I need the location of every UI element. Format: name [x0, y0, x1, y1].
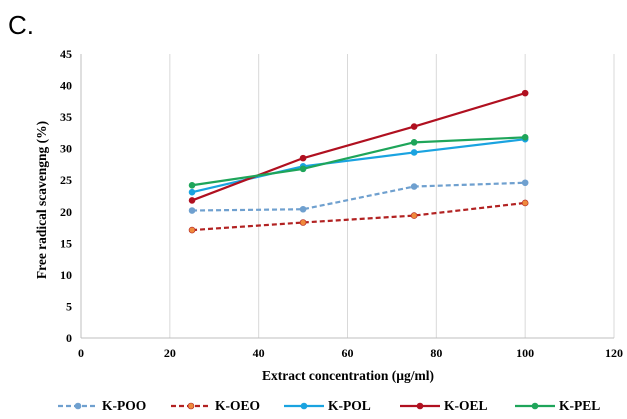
- legend-marker-k-pol: [300, 402, 308, 410]
- legend-label-k-oel: K-OEL: [444, 398, 488, 413]
- x-tick-label: 100: [516, 346, 534, 360]
- data-point-k-poo: [410, 183, 418, 190]
- y-tick-label: 40: [60, 79, 72, 93]
- y-axis-label: Free radical scavengng (%): [34, 121, 49, 279]
- y-tick-label: 15: [60, 236, 72, 250]
- axes: [80, 54, 614, 339]
- y-tick-label: 5: [66, 299, 72, 313]
- legend-item-k-poo: K-POO: [58, 398, 146, 413]
- grid-lines: [169, 54, 615, 338]
- data-point-k-pol: [188, 188, 196, 196]
- x-tick-label: 20: [164, 346, 176, 360]
- data-point-k-oel: [188, 197, 196, 204]
- series-k-poo: [188, 179, 529, 214]
- data-point-k-pel: [521, 134, 529, 141]
- series-k-pel: [188, 134, 529, 189]
- series-k-oeo: [188, 199, 529, 234]
- legend-marker-k-pel: [531, 402, 539, 410]
- data-point-k-oel: [410, 123, 418, 130]
- y-tick-label: 0: [66, 331, 72, 345]
- legend-label-k-pol: K-POL: [328, 398, 371, 413]
- x-tick-labels: 0 20 40 60 80 100 120: [78, 346, 623, 360]
- y-tick-label: 10: [60, 268, 72, 282]
- x-tick-label: 0: [78, 346, 84, 360]
- x-tick-label: 80: [430, 346, 442, 360]
- legend-item-k-pel: K-PEL: [515, 398, 600, 413]
- data-point-k-pel: [410, 139, 418, 146]
- data-point-k-poo: [299, 205, 307, 213]
- legend-label-k-oeo: K-OEO: [215, 398, 260, 413]
- legend-label-k-pel: K-PEL: [559, 398, 600, 413]
- data-point-k-poo: [521, 179, 529, 187]
- panel-label: C.: [8, 10, 34, 40]
- data-point-k-oel: [299, 154, 307, 162]
- data-point-k-pel: [299, 165, 307, 173]
- x-tick-label: 120: [605, 346, 623, 360]
- series-line-k-oel: [191, 92, 526, 202]
- legend-item-k-pol: K-POL: [284, 398, 371, 413]
- legend: K-POO K-OEO K-POL K-OEL K-PEL: [58, 398, 600, 413]
- x-tick-label: 60: [342, 346, 354, 360]
- legend-marker-k-oel: [416, 402, 424, 410]
- legend-label-k-poo: K-POO: [102, 398, 146, 413]
- series-group: [188, 89, 529, 234]
- data-point-k-pel: [188, 181, 196, 189]
- series-k-oel: [188, 89, 529, 204]
- data-point-k-pol: [410, 149, 418, 156]
- data-point-k-oeo: [521, 199, 529, 207]
- y-tick-label: 30: [60, 142, 72, 156]
- y-tick-label: 20: [60, 205, 72, 219]
- data-point-k-oeo: [188, 226, 196, 234]
- y-tick-label: 35: [60, 110, 72, 124]
- data-point-k-poo: [188, 207, 196, 214]
- y-tick-label: 25: [60, 173, 72, 187]
- legend-item-k-oel: K-OEL: [400, 398, 488, 413]
- data-point-k-oeo: [299, 219, 307, 226]
- legend-marker-k-poo: [74, 402, 82, 410]
- series-line-k-pel: [191, 136, 526, 187]
- series-line-k-pol: [191, 138, 526, 194]
- legend-item-k-oeo: K-OEO: [171, 398, 260, 413]
- series-k-pol: [188, 135, 529, 196]
- y-tick-label: 45: [60, 47, 72, 61]
- series-line-k-oeo: [191, 201, 526, 232]
- data-point-k-oel: [521, 89, 529, 97]
- data-point-k-oeo: [410, 212, 418, 219]
- x-axis-label: Extract concentration (µg/ml): [262, 368, 434, 383]
- legend-marker-k-oeo: [187, 402, 195, 410]
- x-tick-label: 40: [253, 346, 265, 360]
- y-tick-labels: 0 5 10 15 20 25 30 35 40 45: [60, 47, 72, 345]
- series-line-k-poo: [192, 181, 526, 212]
